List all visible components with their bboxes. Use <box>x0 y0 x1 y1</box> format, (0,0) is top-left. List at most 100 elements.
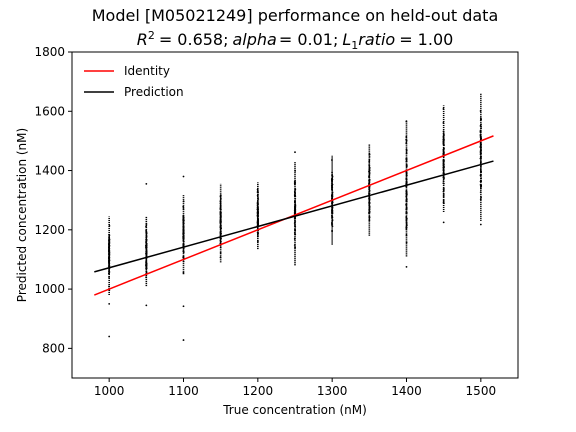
data-point <box>145 240 148 243</box>
data-point <box>405 142 408 145</box>
data-point <box>219 224 222 226</box>
data-point <box>442 176 445 179</box>
data-point <box>442 158 445 161</box>
data-point <box>182 236 185 239</box>
legend-label-identity: Identity <box>124 64 170 78</box>
data-point <box>405 195 408 198</box>
data-point <box>294 208 297 211</box>
data-point <box>479 119 482 121</box>
data-point <box>368 201 371 204</box>
data-point <box>145 223 148 225</box>
data-point <box>182 242 185 245</box>
data-point <box>405 217 408 220</box>
data-point <box>256 190 259 193</box>
y-tick-label: 1800 <box>34 45 65 59</box>
data-point <box>108 244 110 247</box>
data-point <box>480 127 483 130</box>
data-point <box>368 166 371 169</box>
y-tick-label: 1000 <box>34 282 65 296</box>
data-point <box>219 211 222 213</box>
y-tick-label: 800 <box>42 341 65 355</box>
data-point <box>219 256 222 259</box>
data-point <box>182 241 185 243</box>
data-point <box>442 195 445 198</box>
data-point <box>480 187 482 190</box>
data-point <box>145 265 148 268</box>
data-point <box>405 203 408 205</box>
data-point <box>479 155 482 157</box>
data-point <box>145 270 148 273</box>
data-point <box>479 110 482 112</box>
data-point <box>442 147 445 150</box>
outlier-point <box>108 335 111 338</box>
data-point <box>405 222 408 224</box>
data-point <box>294 228 296 231</box>
data-point <box>219 201 222 204</box>
data-point <box>108 276 110 278</box>
data-point <box>294 195 297 198</box>
data-point <box>294 217 296 219</box>
data-point <box>442 172 445 174</box>
data-point <box>331 185 333 188</box>
data-point <box>108 261 110 264</box>
data-point <box>331 221 333 224</box>
data-point <box>257 208 259 211</box>
data-point <box>442 199 445 202</box>
data-point <box>368 170 370 173</box>
data-point <box>145 263 147 266</box>
data-point <box>294 197 297 200</box>
data-point <box>182 214 185 217</box>
data-point <box>368 178 371 181</box>
data-point <box>145 238 148 241</box>
data-point <box>479 173 482 176</box>
data-point <box>331 211 334 214</box>
data-point <box>108 271 111 273</box>
data-point <box>293 211 296 214</box>
data-point <box>294 182 297 185</box>
x-tick-label: 1500 <box>466 384 497 398</box>
data-point <box>108 254 111 256</box>
data-point <box>331 188 333 191</box>
data-point <box>256 188 259 191</box>
data-point <box>293 190 296 193</box>
data-point <box>405 223 408 226</box>
data-point <box>294 223 296 226</box>
x-axis-label: True concentration (nM) <box>222 403 367 417</box>
data-point <box>145 244 148 246</box>
data-point <box>108 265 111 267</box>
data-point <box>182 200 185 203</box>
data-point <box>145 248 148 251</box>
data-point <box>479 168 482 171</box>
data-point <box>294 246 296 249</box>
data-point <box>442 182 445 185</box>
data-point <box>368 160 371 163</box>
data-point <box>294 205 296 208</box>
data-point <box>182 221 185 224</box>
data-point <box>145 276 147 279</box>
data-point <box>405 207 408 210</box>
outlier-point <box>442 221 445 224</box>
data-point <box>182 238 185 241</box>
data-point <box>405 158 408 161</box>
data-point <box>108 268 110 271</box>
data-point <box>480 143 482 146</box>
x-tick-label: 1100 <box>168 384 199 398</box>
data-point <box>145 246 147 248</box>
data-point <box>256 234 259 237</box>
data-point <box>368 216 371 219</box>
outlier-point <box>479 223 482 226</box>
x-tick-label: 1200 <box>243 384 274 398</box>
data-point <box>442 137 445 140</box>
chart-lines <box>94 135 494 296</box>
data-point <box>294 200 296 203</box>
data-point <box>368 208 371 211</box>
data-point <box>479 186 482 188</box>
data-point <box>219 227 222 230</box>
data-point <box>182 208 185 210</box>
data-point <box>256 205 259 208</box>
data-point <box>368 198 371 201</box>
data-point <box>293 222 296 225</box>
data-point <box>368 212 370 215</box>
data-point <box>182 234 185 237</box>
